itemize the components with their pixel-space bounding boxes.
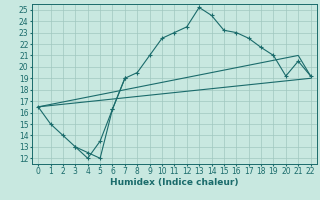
X-axis label: Humidex (Indice chaleur): Humidex (Indice chaleur)	[110, 178, 239, 187]
